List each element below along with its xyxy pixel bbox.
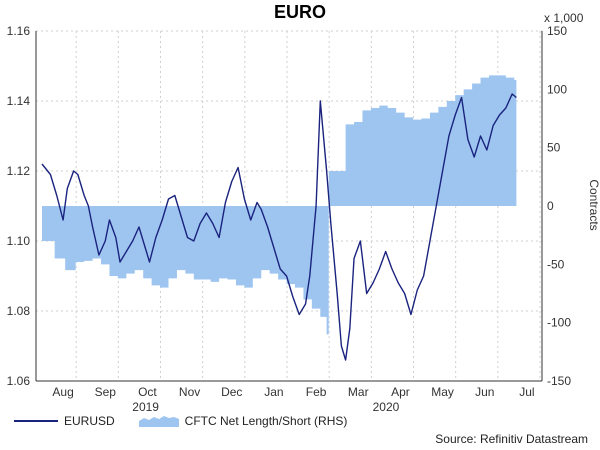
x-tick-label: Apr (391, 385, 410, 399)
x-tick-label: Feb (306, 385, 327, 399)
right-tick-label: 0 (547, 199, 554, 213)
right-tick-label: -100 (547, 316, 571, 330)
right-tick-label: -50 (547, 257, 565, 271)
legend-label-eurusd: EURUSD (64, 414, 115, 428)
eurusd-line (41, 93, 517, 361)
x-axis-ticks: Aug Sep Oct Nov Dec Jan Feb Mar Apr May Jun Jul (52, 385, 534, 399)
x-tick-label: Jun (475, 385, 494, 399)
left-axis-ticks: 1.06 1.08 1.10 1.12 1.14 1.16 (7, 24, 31, 388)
x-tick-label: Dec (221, 385, 242, 399)
plot-frame (35, 31, 543, 382)
legend-swatch-cftc (138, 416, 179, 427)
right-tick-label: 50 (547, 141, 561, 155)
year-label: 2019 (132, 400, 159, 414)
x-tick-label: Mar (348, 385, 369, 399)
x-tick-label: Oct (138, 385, 157, 399)
right-axis-multiplier: x 1,000 (544, 11, 584, 25)
right-tick-label: -150 (547, 374, 571, 388)
source-note: Source: Refinitiv Datastream (435, 432, 588, 446)
left-tick-label: 1.08 (7, 304, 31, 318)
left-tick-label: 1.06 (7, 374, 31, 388)
chart-title: EURO (274, 2, 326, 22)
year-label: 2020 (373, 400, 400, 414)
legend-swatch-eurusd (14, 420, 58, 422)
x-tick-label: Jul (519, 385, 534, 399)
cftc-area (42, 75, 517, 335)
left-tick-label: 1.14 (7, 94, 31, 108)
year-labels: 2019 2020 (132, 400, 399, 414)
left-tick-label: 1.10 (7, 234, 31, 248)
left-tick-label: 1.12 (7, 164, 31, 178)
eurusd-line-layer (41, 93, 517, 361)
right-tick-label: 150 (547, 24, 567, 38)
cftc-area-layer (42, 75, 517, 335)
x-tick-label: Aug (52, 385, 73, 399)
legend-label-cftc: CFTC Net Length/Short (RHS) (184, 414, 348, 428)
right-axis-label: Contracts (587, 179, 600, 230)
x-tick-label: Jan (264, 385, 283, 399)
legend-item-eurusd: EURUSD (14, 414, 115, 428)
legend: EURUSD CFTC Net Length/Short (RHS) (14, 414, 371, 428)
right-axis-ticks: -150 -100 -50 0 50 100 150 (547, 24, 571, 388)
right-tick-label: 100 (547, 82, 567, 96)
x-tick-label: Nov (179, 385, 200, 399)
x-tick-label: Sep (95, 385, 117, 399)
legend-item-cftc: CFTC Net Length/Short (RHS) (138, 414, 348, 428)
left-tick-label: 1.16 (7, 24, 31, 38)
x-tick-label: May (431, 385, 454, 399)
